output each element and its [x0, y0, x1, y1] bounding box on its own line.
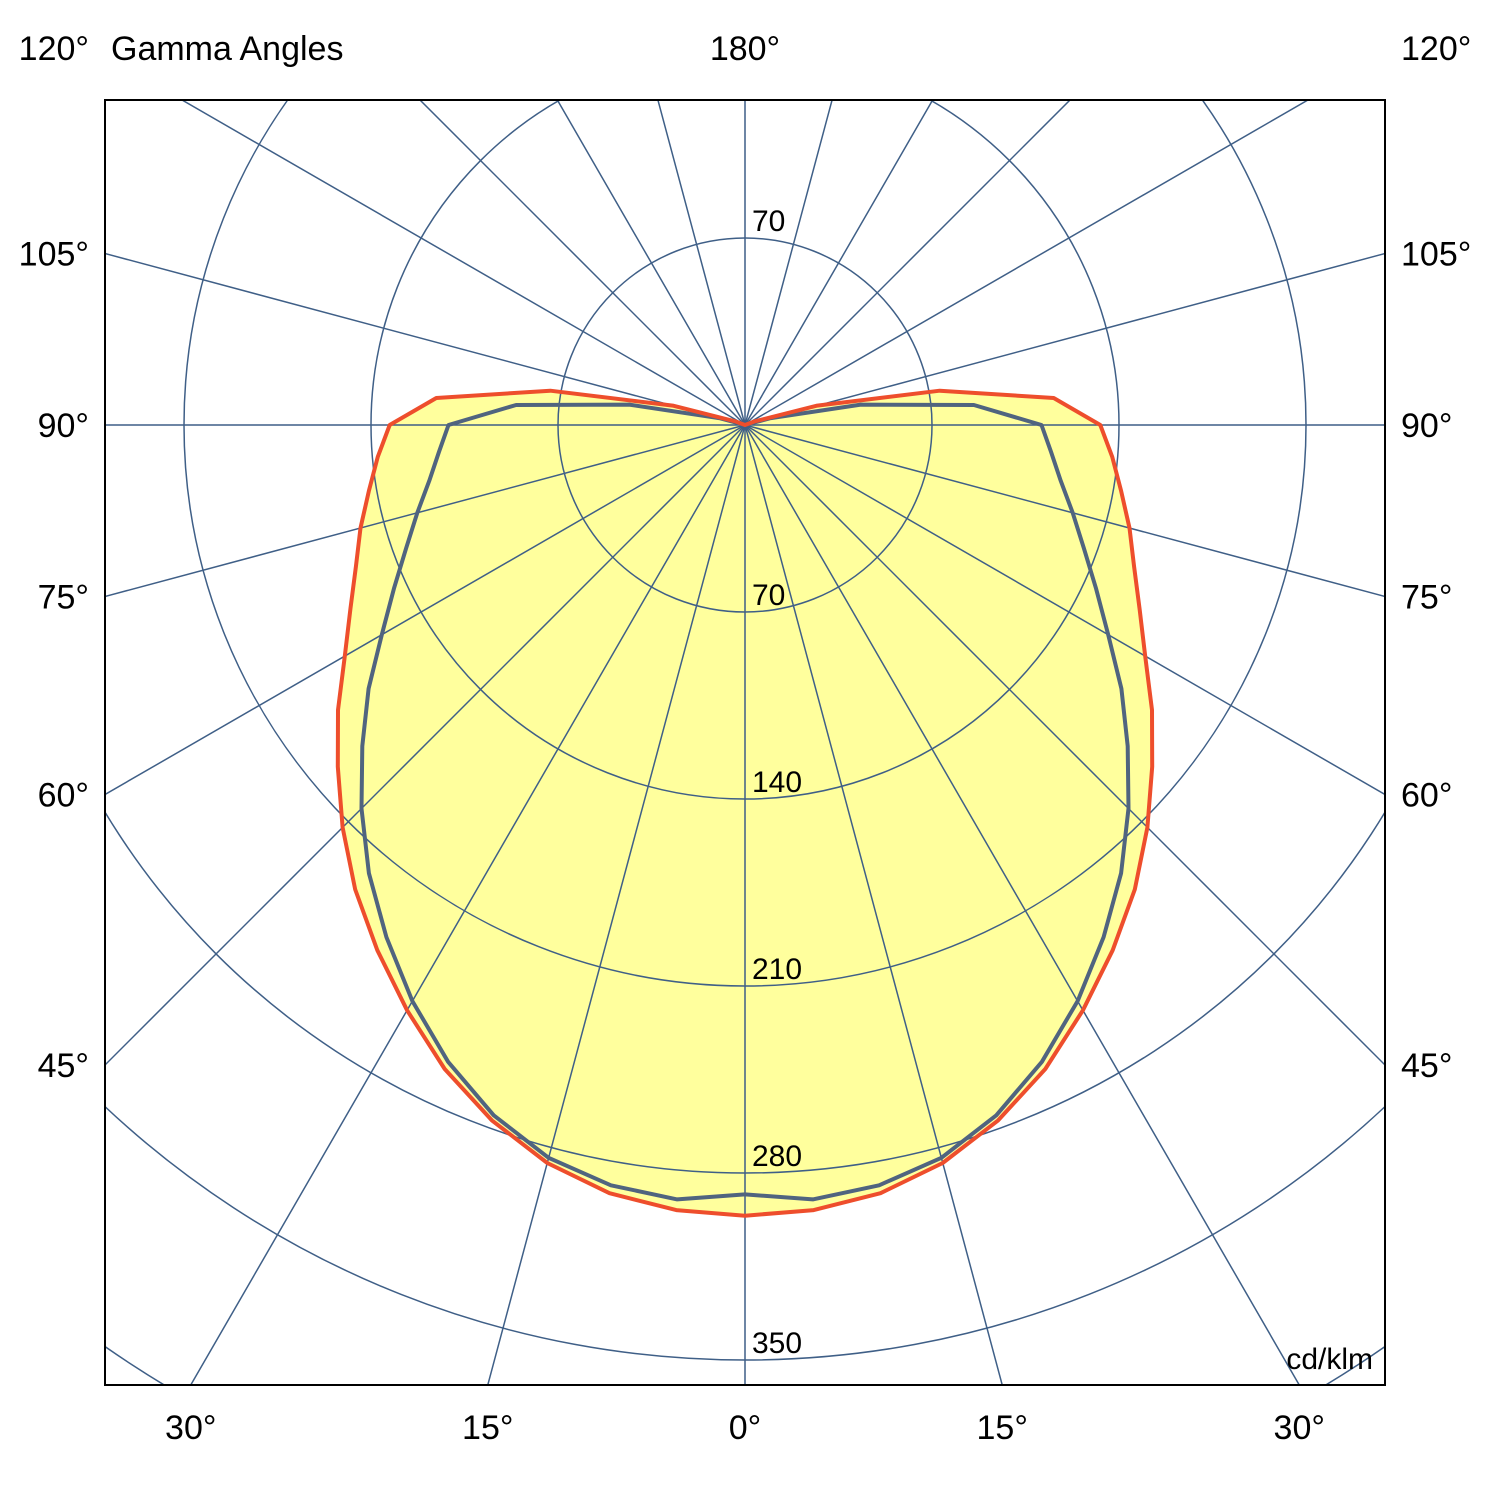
top-angle-label: 180° — [710, 30, 780, 68]
side-angle-label-left: 105° — [19, 236, 89, 274]
bottom-angle-label: 30° — [165, 1409, 216, 1447]
corner-angle-label-left: 120° — [19, 30, 89, 68]
grid-ray — [744, 100, 1310, 426]
grid-ray — [744, 424, 1385, 796]
intensity-curve-inner — [359, 402, 1131, 1202]
grid-ray — [105, 424, 746, 1067]
plot-border — [104, 99, 1386, 1386]
chart-title: Gamma Angles — [111, 30, 343, 68]
side-angle-label-left: 75° — [38, 578, 89, 616]
side-angle-label-right: 45° — [1401, 1047, 1452, 1085]
bottom-angle-label: 0° — [729, 1409, 762, 1447]
grid-ray — [105, 424, 746, 796]
side-angle-label-right: 60° — [1401, 777, 1452, 815]
radial-tick-label: 280 — [752, 1140, 802, 1173]
radial-tick-label: 210 — [752, 953, 802, 986]
grid-ray — [486, 424, 746, 1385]
bottom-angle-label: 30° — [1274, 1409, 1325, 1447]
grid-ray — [180, 100, 746, 426]
grid-ray — [744, 100, 934, 426]
intensity-curve-outer — [335, 388, 1155, 1218]
side-angle-label-left: 45° — [38, 1047, 89, 1085]
corner-angle-label-right: 120° — [1401, 30, 1471, 68]
grid-ray — [657, 100, 746, 426]
grid-ray — [744, 424, 1385, 598]
bottom-angle-label: 15° — [462, 1409, 513, 1447]
grid-ray — [744, 424, 1004, 1385]
radial-tick-label: 70 — [752, 579, 785, 612]
grid-ray — [189, 424, 746, 1385]
units-label: cd/klm — [1286, 1343, 1373, 1376]
grid-ray — [418, 100, 746, 426]
grid-ray — [744, 424, 1385, 1067]
side-angle-label-left: 90° — [38, 407, 89, 445]
grid-ray — [744, 100, 1072, 426]
radial-tick-label: 350 — [752, 1327, 802, 1360]
grid-ray — [556, 100, 746, 426]
side-angle-label-right: 75° — [1401, 578, 1452, 616]
side-angle-label-left: 60° — [38, 777, 89, 815]
radial-tick-label: 140 — [752, 766, 802, 799]
radial-tick-label-above: 70 — [752, 205, 785, 238]
grid-ray — [105, 252, 746, 426]
bottom-angle-label: 15° — [977, 1409, 1028, 1447]
grid-ray — [744, 252, 1385, 426]
grid-ray — [744, 100, 833, 426]
grid-ray — [744, 424, 1301, 1385]
grid-ray — [105, 424, 746, 598]
side-angle-label-right: 105° — [1401, 236, 1471, 274]
side-angle-label-right: 90° — [1401, 407, 1452, 445]
